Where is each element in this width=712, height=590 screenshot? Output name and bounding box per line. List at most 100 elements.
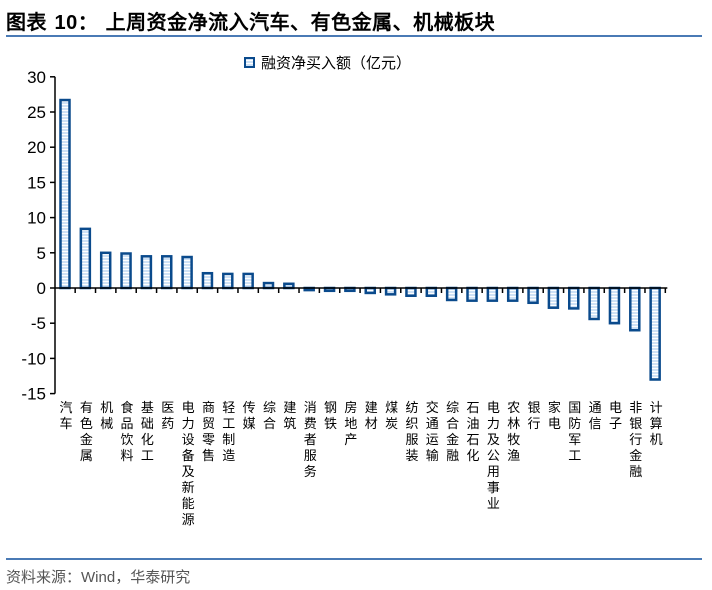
y-tick-label: 15: [27, 173, 46, 192]
svg-text:传: 传: [243, 400, 256, 415]
x-tick-label: 有色金属: [80, 400, 93, 463]
svg-text:备: 备: [182, 448, 195, 463]
bar: [629, 286, 641, 332]
svg-text:化: 化: [466, 448, 479, 463]
svg-text:贸: 贸: [202, 416, 215, 431]
svg-text:铁: 铁: [324, 416, 337, 431]
svg-text:行: 行: [629, 432, 642, 447]
y-tick-label: -10: [21, 349, 46, 368]
svg-text:化: 化: [141, 432, 154, 447]
svg-text:轻: 轻: [222, 400, 235, 415]
svg-text:合: 合: [446, 416, 459, 431]
svg-text:食: 食: [121, 400, 134, 415]
svg-text:机: 机: [100, 400, 113, 415]
svg-text:综: 综: [263, 400, 276, 415]
source-note: 资料来源：Wind，华泰研究: [6, 566, 190, 587]
svg-text:石: 石: [466, 432, 479, 447]
bar: [405, 286, 417, 297]
svg-text:电: 电: [487, 400, 500, 415]
svg-text:产: 产: [344, 432, 357, 447]
svg-text:用: 用: [487, 464, 500, 479]
bar: [466, 286, 478, 302]
svg-text:金: 金: [80, 432, 93, 447]
svg-text:银: 银: [528, 400, 541, 415]
svg-text:防: 防: [568, 416, 581, 431]
svg-text:者: 者: [304, 432, 317, 447]
x-tick-label: 煤炭: [385, 400, 398, 431]
bar: [242, 272, 254, 290]
svg-text:地: 地: [344, 416, 357, 431]
bar: [568, 286, 580, 310]
svg-text:农: 农: [507, 400, 520, 415]
source-label: 资料来源：: [6, 568, 82, 586]
svg-text:输: 输: [426, 448, 439, 463]
figure-title-prefix: 图表: [6, 10, 55, 34]
y-tick-label: 0: [37, 279, 46, 298]
bar: [588, 286, 600, 321]
svg-text:汽: 汽: [59, 400, 72, 415]
svg-text:事: 事: [487, 480, 500, 495]
svg-text:钢: 钢: [324, 400, 337, 415]
bar: [445, 286, 458, 302]
svg-text:子: 子: [609, 416, 622, 431]
x-tick-label: 建筑: [283, 400, 296, 431]
svg-text:源: 源: [182, 512, 195, 527]
svg-text:融: 融: [446, 448, 459, 463]
bar: [120, 252, 132, 290]
svg-text:力: 力: [182, 416, 195, 431]
x-tick-label: 家电: [548, 400, 561, 431]
bar: [608, 286, 621, 325]
svg-text:织: 织: [405, 416, 418, 431]
svg-text:及: 及: [487, 432, 500, 447]
svg-text:建: 建: [283, 400, 296, 415]
x-axis-labels: 汽车有色金属机械食品饮料基础化工医药电力设备及新能源商贸零售轻工制造传媒综合建筑…: [59, 400, 662, 527]
y-tick-label: -15: [21, 385, 46, 404]
svg-text:计: 计: [650, 400, 663, 415]
svg-text:渔: 渔: [507, 448, 520, 463]
svg-text:纺: 纺: [405, 400, 418, 415]
svg-text:电: 电: [182, 400, 195, 415]
y-tick-label: 30: [27, 68, 46, 87]
svg-text:煤: 煤: [385, 400, 398, 415]
svg-text:业: 业: [487, 496, 500, 511]
svg-text:售: 售: [202, 448, 215, 463]
svg-text:通: 通: [426, 416, 439, 431]
bar: [222, 272, 234, 290]
svg-text:工: 工: [568, 448, 581, 463]
svg-text:非: 非: [629, 400, 642, 415]
svg-text:综: 综: [446, 400, 459, 415]
figure-title-text: ： 上周资金净流入汽车、有色金属、机械板块: [77, 10, 496, 34]
svg-text:能: 能: [182, 496, 195, 511]
svg-text:金: 金: [629, 448, 642, 463]
svg-text:建: 建: [365, 400, 378, 415]
bar: [99, 251, 112, 290]
svg-text:务: 务: [304, 464, 317, 479]
svg-text:设: 设: [182, 432, 195, 447]
svg-text:新: 新: [182, 480, 195, 495]
bar: [527, 286, 539, 305]
svg-text:基: 基: [141, 400, 154, 415]
svg-text:商: 商: [202, 400, 215, 415]
bar: [140, 255, 153, 290]
y-tick-label: 5: [37, 244, 46, 263]
svg-text:础: 础: [141, 416, 154, 431]
bar: [486, 286, 499, 302]
x-tick-label: 机械: [100, 400, 113, 431]
svg-text:房: 房: [344, 400, 357, 415]
svg-text:炭: 炭: [385, 416, 398, 431]
svg-text:零: 零: [202, 432, 215, 447]
svg-text:合: 合: [263, 416, 276, 431]
svg-text:电: 电: [548, 416, 561, 431]
svg-text:媒: 媒: [243, 416, 256, 431]
bar: [506, 286, 519, 302]
x-tick-label: 建材: [365, 400, 378, 431]
x-tick-label: 通信: [589, 400, 602, 431]
svg-text:牧: 牧: [507, 432, 520, 447]
